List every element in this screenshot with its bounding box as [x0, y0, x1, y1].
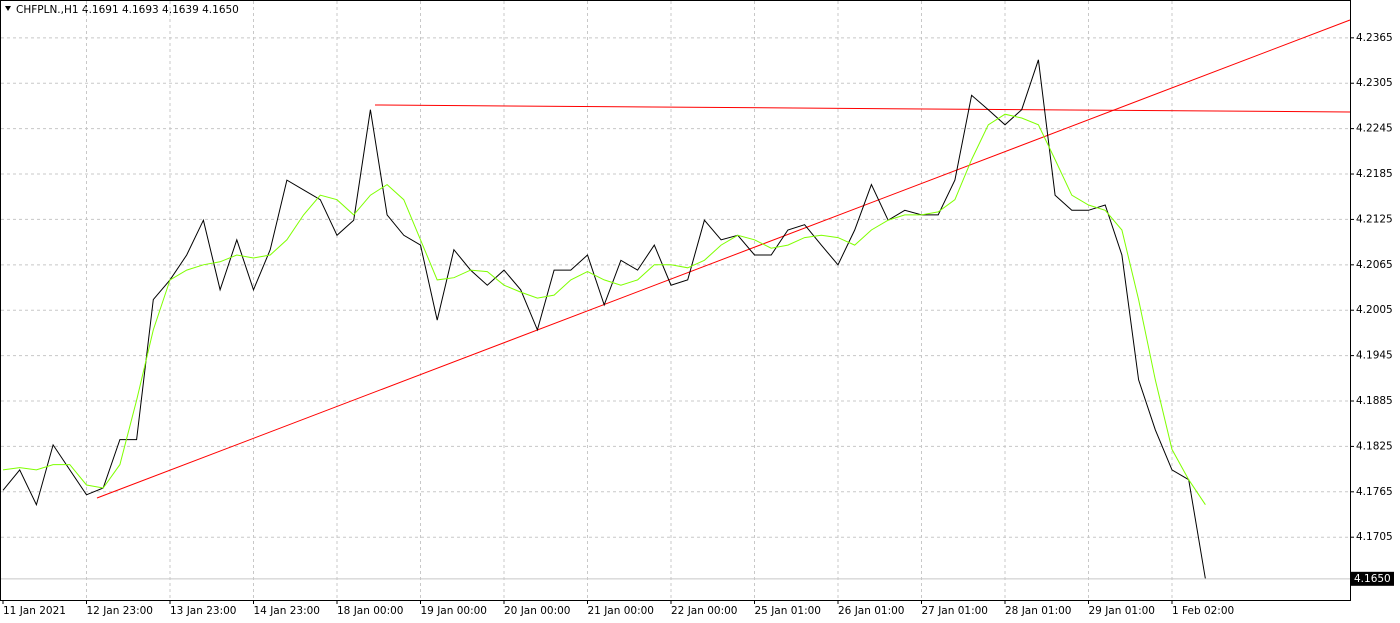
x-tick-label: 22 Jan 00:00	[671, 605, 737, 617]
x-tick-label: 27 Jan 01:00	[922, 605, 988, 617]
plot-frame	[0, 0, 1351, 601]
x-tick-label: 19 Jan 00:00	[421, 605, 487, 617]
x-tick-label: 18 Jan 00:00	[337, 605, 403, 617]
last-price-box	[1350, 571, 1394, 586]
price-line	[2, 59, 1206, 579]
y-tick-label: 4.2305	[1356, 77, 1393, 89]
x-tick-label: 25 Jan 01:00	[755, 605, 821, 617]
x-tick-label: 26 Jan 01:00	[838, 605, 904, 617]
x-tick-label: 21 Jan 00:00	[588, 605, 654, 617]
chart-title: CHFPLN.,H1 4.1691 4.1693 4.1639 4.1650	[16, 4, 239, 16]
x-tick-label: 1 Feb 02:00	[1172, 605, 1234, 617]
y-tick-label: 4.2125	[1356, 213, 1393, 225]
y-tick-label: 4.1825	[1356, 440, 1393, 452]
trend-line	[96, 19, 1351, 499]
x-tick-label: 14 Jan 23:00	[254, 605, 320, 617]
x-tick-label: 28 Jan 01:00	[1005, 605, 1071, 617]
y-tick-label: 4.1945	[1356, 350, 1393, 362]
x-tick-label: 12 Jan 23:00	[87, 605, 153, 617]
x-tick-label: 13 Jan 23:00	[170, 605, 236, 617]
y-tick-label: 4.1705	[1356, 531, 1393, 543]
x-tick-label: 29 Jan 01:00	[1089, 605, 1155, 617]
x-tick-label: 20 Jan 00:00	[504, 605, 570, 617]
y-tick-label: 4.2185	[1356, 168, 1393, 180]
y-tick-label: 4.2245	[1356, 123, 1393, 135]
y-tick-label: 4.1765	[1356, 486, 1393, 498]
last-price-label: 4.1650	[1354, 573, 1391, 585]
y-tick-label: 4.2065	[1356, 259, 1393, 271]
x-tick-label: 11 Jan 2021	[3, 605, 66, 617]
header-icon	[5, 6, 11, 11]
trend-line	[374, 104, 1351, 113]
y-tick-label: 4.1885	[1356, 395, 1393, 407]
y-tick-label: 4.2005	[1356, 304, 1393, 316]
price-line	[2, 113, 1206, 505]
y-tick-label: 4.2365	[1356, 32, 1393, 44]
